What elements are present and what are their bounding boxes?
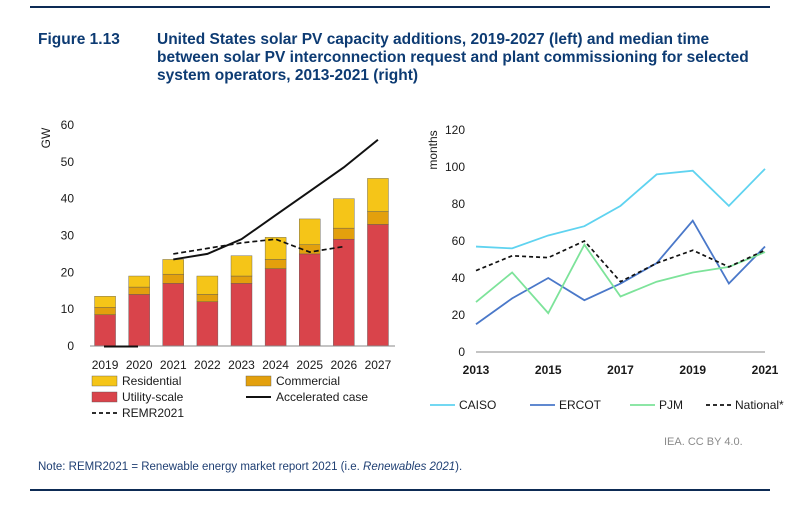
left-y-tick-label: 0	[67, 339, 74, 353]
legend-label-ercot: ERCOT	[559, 398, 602, 412]
legend-label-national: National*	[735, 398, 784, 412]
right-x-tick-label: 2013	[463, 363, 490, 377]
right-y-tick-label: 100	[445, 160, 465, 174]
left-x-tick-label: 2027	[365, 358, 392, 372]
bar-utility-scale-2024	[264, 268, 287, 347]
left-y-tick-label: 60	[61, 118, 75, 132]
bar-utility-scale-2023	[230, 283, 253, 347]
right-x-tick-label: 2015	[535, 363, 562, 377]
left-x-tick-label: 2025	[296, 358, 323, 372]
bar-residential-2024	[264, 237, 287, 260]
note-italic: Renewables 2021	[363, 461, 456, 473]
legend-label-residential: Residential	[122, 374, 181, 388]
line-remr2021	[173, 238, 344, 255]
bar-residential-2020	[128, 275, 150, 288]
bar-utility-scale-2025	[299, 253, 321, 347]
note-suffix: ).	[455, 461, 463, 473]
right-y-tick-label: 120	[445, 123, 465, 137]
right-y-tick-label: 80	[452, 197, 466, 211]
legend-label-remr2021: REMR2021	[122, 406, 184, 420]
left-y-tick-label: 50	[61, 155, 75, 169]
line-accelerated-case	[173, 138, 379, 261]
left-x-tick-label: 2026	[330, 358, 357, 372]
line-caiso	[475, 168, 766, 250]
bar-utility-scale-2026	[333, 238, 355, 347]
bar-residential-2022	[196, 275, 219, 295]
bar-utility-scale-2019	[94, 314, 116, 347]
bar-residential-2023	[230, 255, 253, 277]
bar-commercial-2020	[128, 286, 150, 295]
legend-swatch-residential	[91, 375, 118, 387]
bar-residential-2021	[162, 259, 184, 275]
note-prefix: Note: REMR2021 = Renewable energy market…	[38, 461, 364, 473]
left-y-tick-label: 30	[61, 229, 75, 243]
right-y-axis-label: months	[426, 130, 440, 169]
bar-commercial-2024	[264, 259, 287, 269]
bar-commercial-2021	[162, 273, 184, 284]
legend-label-pjm: PJM	[659, 398, 683, 412]
left-x-tick-label: 2022	[194, 358, 221, 372]
legend-swatch-utility-scale	[91, 391, 118, 403]
line-pjm	[475, 242, 766, 315]
bar-commercial-2019	[94, 307, 116, 315]
bar-residential-2019	[94, 296, 116, 308]
bar-residential-2026	[333, 198, 355, 229]
legend-label-utility-scale: Utility-scale	[122, 390, 184, 404]
left-x-tick-label: 2019	[92, 358, 119, 372]
bar-utility-scale-2020	[128, 294, 150, 347]
left-y-tick-label: 10	[61, 302, 75, 316]
right-y-tick-label: 0	[458, 345, 465, 359]
legend-label-caiso: CAISO	[459, 398, 496, 412]
bottom-rule	[30, 489, 770, 491]
left-x-tick-label: 2021	[160, 358, 187, 372]
left-x-tick-label: 2023	[228, 358, 255, 372]
line-national	[475, 239, 766, 283]
right-x-tick-label: 2019	[679, 363, 706, 377]
credit-text: IEA. CC BY 4.0.	[664, 436, 743, 448]
bar-residential-2025	[299, 218, 321, 245]
left-y-tick-label: 40	[61, 192, 75, 206]
right-y-tick-label: 20	[452, 308, 466, 322]
bar-utility-scale-2021	[162, 283, 184, 347]
figure-label: Figure 1.13	[38, 31, 120, 48]
bar-commercial-2026	[333, 227, 355, 240]
legend-swatch-commercial	[245, 375, 272, 387]
left-x-tick-label: 2020	[126, 358, 153, 372]
bar-commercial-2023	[230, 275, 253, 284]
bar-residential-2027	[367, 178, 389, 212]
legend-label-commercial: Commercial	[276, 374, 340, 388]
bar-utility-scale-2027	[367, 224, 389, 347]
legend-label-accelerated-case: Accelerated case	[276, 390, 368, 404]
left-y-tick-label: 20	[61, 265, 75, 279]
top-rule	[30, 6, 770, 8]
left-x-tick-label: 2024	[262, 358, 289, 372]
left-y-axis-label: GW	[39, 127, 53, 148]
right-y-tick-label: 40	[452, 271, 466, 285]
right-x-tick-label: 2017	[607, 363, 634, 377]
bar-commercial-2027	[367, 211, 389, 225]
line-ercot	[475, 219, 766, 325]
bar-utility-scale-2022	[196, 301, 219, 347]
right-x-tick-label: 2021	[752, 363, 779, 377]
figure-title: United States solar PV capacity addition…	[157, 31, 749, 84]
right-y-tick-label: 60	[452, 234, 466, 248]
bar-commercial-2022	[196, 294, 219, 302]
footnote: Note: REMR2021 = Renewable energy market…	[38, 461, 462, 473]
